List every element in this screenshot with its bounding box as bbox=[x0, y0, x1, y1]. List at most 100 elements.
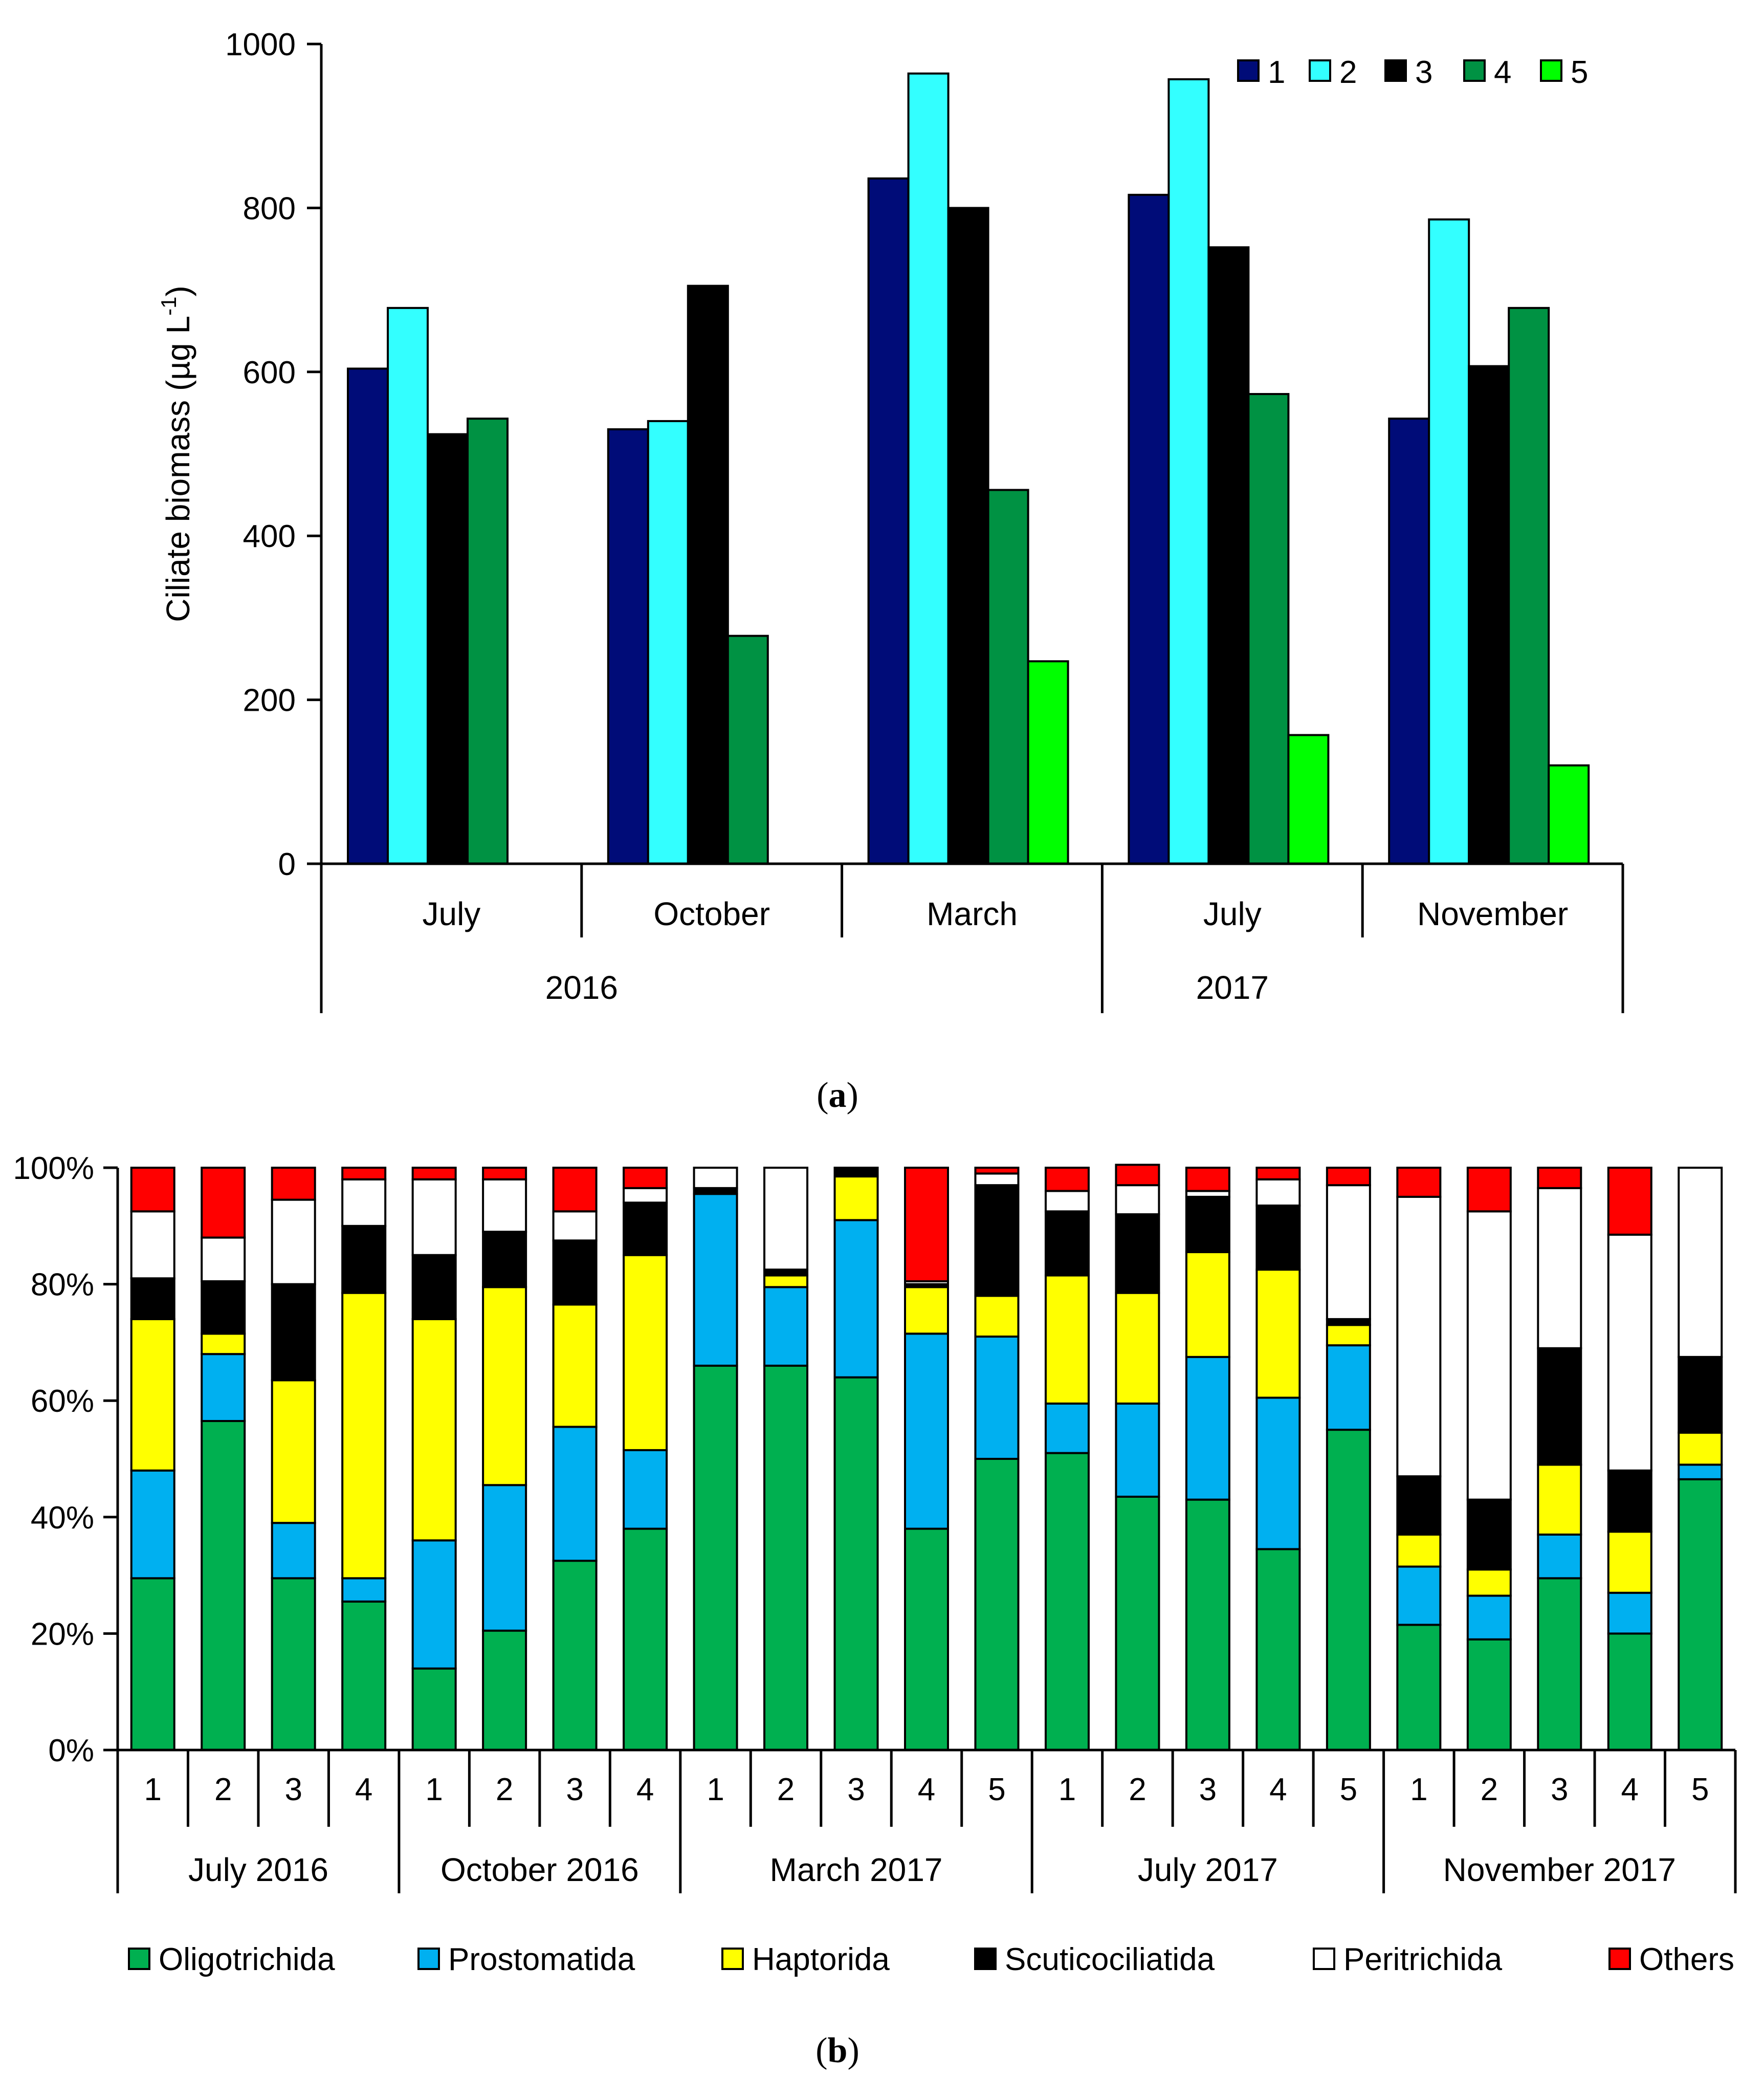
chart-a-biomass: 0 200 400 600 800 1000 Ciliate biomass (µg L-1… bbox=[157, 27, 1624, 1115]
chart-a-bar-site2 bbox=[387, 307, 429, 865]
chart-b-x-tick-label: 2 bbox=[777, 1772, 795, 1807]
chart-b-bar-oligotrichida bbox=[1326, 1429, 1371, 1752]
chart-b-bar-oligotrichida bbox=[1537, 1577, 1582, 1752]
chart-b-bar-oligotrichida bbox=[341, 1600, 387, 1752]
chart-b-bar-haptorida bbox=[1537, 1463, 1582, 1536]
chart-b-caption-close: ) bbox=[847, 2031, 859, 2070]
chart-a-bar-site3 bbox=[1468, 365, 1510, 865]
chart-b-bar-haptorida bbox=[1396, 1533, 1442, 1568]
chart-b-bar-scuticociliatida bbox=[1115, 1213, 1160, 1294]
chart-b-caption-letter: b bbox=[828, 2031, 848, 2070]
chart-a-bar-site3 bbox=[1207, 246, 1250, 865]
chart-b-bar-prostomatida bbox=[623, 1449, 668, 1530]
chart-a-legend-swatch bbox=[1463, 59, 1486, 82]
chart-b-bar-haptorida bbox=[1115, 1292, 1160, 1405]
chart-b-bar-peritrichida bbox=[974, 1172, 1020, 1187]
chart-a-bar-site4 bbox=[467, 418, 509, 865]
chart-a-y-tick-label: 400 bbox=[243, 519, 296, 554]
chart-b-legend-label: Others bbox=[1639, 1942, 1734, 1977]
chart-a-bar-site1 bbox=[347, 367, 389, 865]
chart-a-bar-site5 bbox=[1287, 734, 1330, 865]
chart-b-bar-oligotrichida bbox=[623, 1527, 668, 1752]
chart-b-x-tick-label: 1 bbox=[707, 1772, 724, 1807]
chart-b-bar-scuticociliatida bbox=[1185, 1195, 1230, 1254]
chart-a-year-label: 2016 bbox=[545, 969, 618, 1006]
chart-a-caption-open: ( bbox=[817, 1076, 828, 1115]
chart-b-x-tick-label: 1 bbox=[144, 1772, 161, 1807]
chart-b-bar-scuticociliatida bbox=[1044, 1210, 1090, 1277]
chart-b-bar-haptorida bbox=[411, 1318, 457, 1542]
chart-b-bar-others bbox=[1044, 1167, 1090, 1192]
chart-b-group-label: November 2017 bbox=[1443, 1851, 1676, 1888]
chart-b-x-tick-label: 2 bbox=[214, 1772, 232, 1807]
chart-b-group-label: July 2016 bbox=[188, 1851, 328, 1888]
chart-a-y-tick-label: 0 bbox=[278, 847, 296, 882]
chart-a-caption: (a) bbox=[817, 1076, 858, 1115]
chart-a-bar-site3 bbox=[687, 285, 729, 865]
chart-b-bar-haptorida bbox=[1678, 1431, 1723, 1466]
chart-b-bar-scuticociliatida bbox=[201, 1280, 246, 1335]
chart-b-x-tick-label: 5 bbox=[1340, 1772, 1357, 1807]
chart-b-bar-prostomatida bbox=[201, 1353, 246, 1423]
chart-a-bar-site2 bbox=[1428, 218, 1470, 865]
chart-b-bar-oligotrichida bbox=[552, 1560, 598, 1751]
chart-b-bar-prostomatida bbox=[763, 1286, 809, 1367]
chart-b-bar-others bbox=[271, 1167, 316, 1201]
chart-b-bar-peritrichida bbox=[482, 1178, 527, 1233]
chart-b-bar-peritrichida bbox=[1537, 1187, 1582, 1349]
chart-b-bar-oligotrichida bbox=[763, 1364, 809, 1751]
chart-b-legend-label: Prostomatida bbox=[448, 1942, 635, 1977]
chart-b-bar-scuticociliatida bbox=[341, 1225, 387, 1294]
chart-b-x-tick-label: 4 bbox=[636, 1772, 654, 1807]
chart-b-bar-scuticociliatida bbox=[1678, 1355, 1723, 1434]
chart-b-bar-peritrichida bbox=[763, 1167, 809, 1271]
chart-a-x-tick-label: November bbox=[1417, 895, 1568, 932]
chart-b-bar-prostomatida bbox=[1115, 1402, 1160, 1498]
chart-a-bar-site4 bbox=[1247, 393, 1290, 865]
chart-b-bar-prostomatida bbox=[974, 1336, 1020, 1460]
chart-a-legend-label: 1 bbox=[1268, 55, 1285, 90]
chart-a-legend-swatch bbox=[1540, 59, 1562, 82]
chart-b-bar-prostomatida bbox=[271, 1522, 316, 1580]
chart-b-bar-others bbox=[1537, 1167, 1582, 1189]
chart-b-bar-haptorida bbox=[623, 1254, 668, 1451]
chart-b-y-tick-label: 20% bbox=[31, 1616, 94, 1652]
chart-b-bar-scuticociliatida bbox=[130, 1277, 175, 1320]
chart-b-bar-haptorida bbox=[904, 1286, 949, 1335]
chart-b-caption: (b) bbox=[815, 2031, 859, 2070]
chart-b-composition: 0% 20% 40% 60% 80% 100% 1 2 3 4 1 2 3 4 1 2 3 4 5 1 2 3 4 5 1 2 3 4… bbox=[13, 1151, 1737, 2070]
chart-b-bar-oligotrichida bbox=[1678, 1478, 1723, 1752]
chart-a-x-tick-label: March bbox=[927, 895, 1018, 932]
chart-a-legend-label: 3 bbox=[1415, 55, 1432, 90]
chart-b-x-tick-label: 1 bbox=[425, 1772, 443, 1807]
chart-b-x-tick-label: 3 bbox=[566, 1772, 583, 1807]
chart-a-bar-site1 bbox=[1128, 193, 1170, 865]
chart-b-bar-others bbox=[411, 1167, 457, 1180]
chart-b-bar-oligotrichida bbox=[904, 1527, 949, 1752]
chart-a-bar-site3 bbox=[427, 433, 469, 865]
chart-b-legend-label: Haptorida bbox=[752, 1942, 890, 1977]
chart-b-bar-others bbox=[341, 1167, 387, 1180]
chart-b-bar-oligotrichida bbox=[411, 1667, 457, 1751]
chart-a-x-tick-label: July bbox=[1203, 895, 1262, 932]
chart-b-bar-haptorida bbox=[271, 1379, 316, 1524]
chart-b-bar-peritrichida bbox=[1044, 1190, 1090, 1213]
chart-a-legend-swatch bbox=[1237, 59, 1260, 82]
chart-b-bar-peritrichida bbox=[411, 1178, 457, 1256]
chart-b-bar-peritrichida bbox=[1607, 1233, 1652, 1472]
chart-a-bar-site2 bbox=[647, 420, 689, 865]
chart-b-x-tick-label: 3 bbox=[847, 1772, 865, 1807]
chart-b-bar-scuticociliatida bbox=[1537, 1347, 1582, 1466]
chart-b-bar-oligotrichida bbox=[1115, 1495, 1160, 1751]
chart-b-bar-scuticociliatida bbox=[1607, 1469, 1652, 1533]
chart-b-legend-label: Scuticociliatida bbox=[1005, 1942, 1215, 1977]
chart-b-bar-haptorida bbox=[833, 1175, 879, 1221]
chart-b-bar-scuticociliatida bbox=[974, 1184, 1020, 1297]
chart-b-bar-others bbox=[1396, 1167, 1442, 1198]
chart-a-legend-swatch bbox=[1309, 59, 1331, 82]
chart-b-bar-oligotrichida bbox=[1466, 1638, 1512, 1752]
chart-b-bar-oligotrichida bbox=[1396, 1624, 1442, 1752]
chart-b-legend-swatch bbox=[721, 1948, 744, 1970]
chart-b-bar-peritrichida bbox=[1678, 1167, 1723, 1358]
